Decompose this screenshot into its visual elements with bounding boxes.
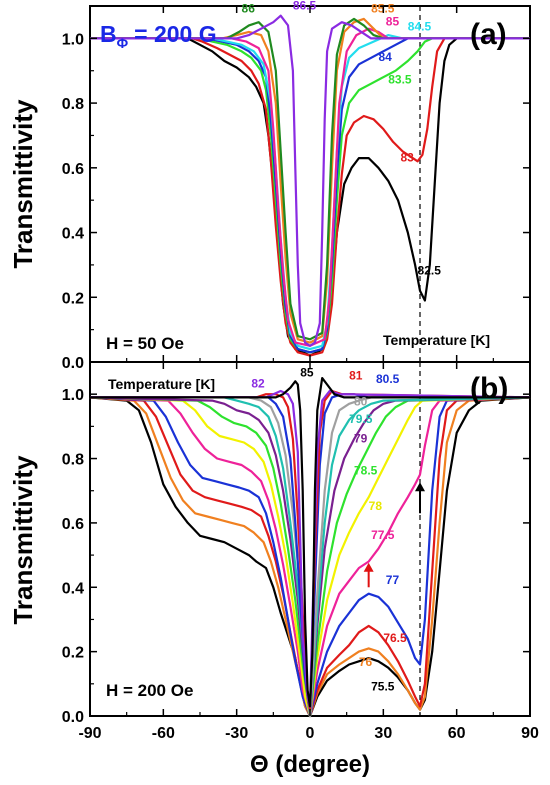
x-tick-label: 0 [306,725,315,742]
series-line-83.5 [90,37,530,354]
series-line-84.5 [90,34,530,351]
series-line-84 [90,37,530,354]
series-line-78 [89,396,531,718]
series-line-86 [90,17,530,341]
series-label-84.5: 84.5 [408,19,432,33]
series-label-76.5: 76.5 [383,631,407,645]
series-line-86.5 [90,14,530,347]
series-label-83.5: 83.5 [388,73,412,87]
series-label-85: 85 [300,365,314,379]
panel-a-temp-header: Temperature [K] [383,332,490,348]
panel-a-label: (a) [470,18,507,51]
panel-a: 82.58383.58484.58585.58686.50.00.20.40.6… [62,0,531,372]
y-tick-label: 0.4 [62,226,84,243]
panel-a-condition: H = 50 Oe [106,334,184,353]
panel-b-label: (b) [470,372,508,405]
y-tick-label: 1.0 [62,31,84,48]
series-label-86: 86 [242,1,256,15]
y-tick-label: 0.2 [62,290,84,307]
series-label-77: 77 [386,573,400,587]
y-tick-label: 0.2 [62,645,84,662]
y-tick-label: 0.6 [62,516,84,533]
panel-a-ylabel: Transmittivity [8,99,38,269]
series-label-77.5: 77.5 [371,528,395,542]
arrow-head [415,482,425,492]
series-label-76: 76 [359,655,373,669]
bphi-annotation: BΦ = 200 G [100,21,217,51]
y-tick-label: 0.8 [62,96,84,113]
series-line-83 [90,37,530,357]
x-tick-label: 90 [521,725,539,742]
panel-b-temp-header: Temperature [K] [108,376,215,392]
series-line-78.5 [89,396,531,718]
x-tick-label: -60 [152,725,175,742]
series-label-84: 84 [378,50,392,64]
series-label-82: 82 [251,377,265,391]
panel-a-frame [89,5,531,363]
series-label-75.5: 75.5 [371,679,395,693]
series-label-79: 79 [354,431,368,445]
x-tick-label: -30 [225,725,248,742]
series-label-80: 80 [354,394,368,408]
y-tick-label: 0.0 [62,709,84,726]
y-tick-label: 0.6 [62,161,84,178]
y-tick-label: 0.8 [62,452,84,469]
series-label-78: 78 [369,499,383,513]
panel-b-condition: H = 200 Oe [106,681,193,700]
series-label-86.5: 86.5 [293,0,317,12]
x-tick-label: -90 [78,725,101,742]
arrow-head [363,562,374,572]
series-label-85: 85 [386,14,400,28]
series-label-79.5: 79.5 [349,412,373,426]
y-tick-label: 0.0 [62,355,84,372]
series-line-85.5 [90,17,530,344]
x-tick-label: 30 [374,725,392,742]
series-line-82.5 [90,37,530,357]
panel-b-ylabel: Transmittivity [8,455,38,625]
y-tick-label: 0.4 [62,580,84,597]
x-axis-title: Θ (degree) [250,751,370,778]
series-line-85 [90,377,530,708]
series-label-83: 83 [400,150,414,164]
x-tick-label: 60 [448,725,466,742]
panel-b: 75.5 76 76.5 77 77.5 78 78.5 79 79.5 80 80.5 81 82 85… [62,361,539,742]
series-label-81: 81 [349,369,363,383]
y-tick-label: 1.0 [62,387,84,404]
series-label-82.5: 82.5 [418,264,442,278]
series-label-80.5: 80.5 [376,372,400,386]
series-line-85 [90,27,530,347]
series-label-78.5: 78.5 [354,464,378,478]
series-line-82 [90,389,531,708]
